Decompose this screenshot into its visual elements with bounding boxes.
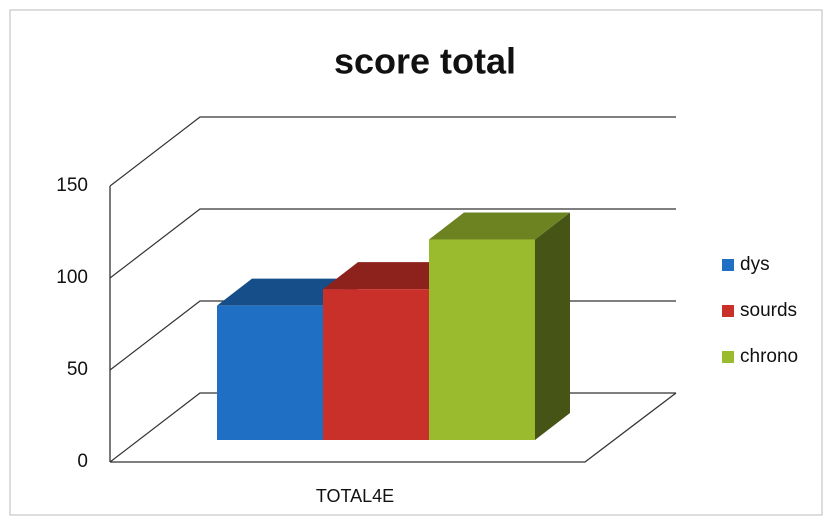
bar-top [429,212,570,240]
floor [110,392,677,463]
legend-label: chrono [740,346,798,367]
legend-swatch [722,259,734,271]
bar [323,289,429,440]
chart-title: score total [334,41,516,82]
bar-side [535,212,570,440]
legend-label: dys [740,254,770,275]
grid-line [109,208,676,279]
bar-top [323,262,464,290]
bar-top [217,278,358,306]
y-tick-label: 0 [77,451,88,472]
legend-swatch [722,305,734,317]
bar [217,305,323,440]
legend-label: sourds [740,300,797,321]
grid-line [109,116,676,187]
y-tick-label: 50 [67,359,88,380]
legend-swatch [722,351,734,363]
x-tick-label: TOTAL4E [316,486,394,506]
bar [429,239,535,440]
y-tick-label: 150 [56,175,88,196]
y-tick-label: 100 [56,267,88,288]
